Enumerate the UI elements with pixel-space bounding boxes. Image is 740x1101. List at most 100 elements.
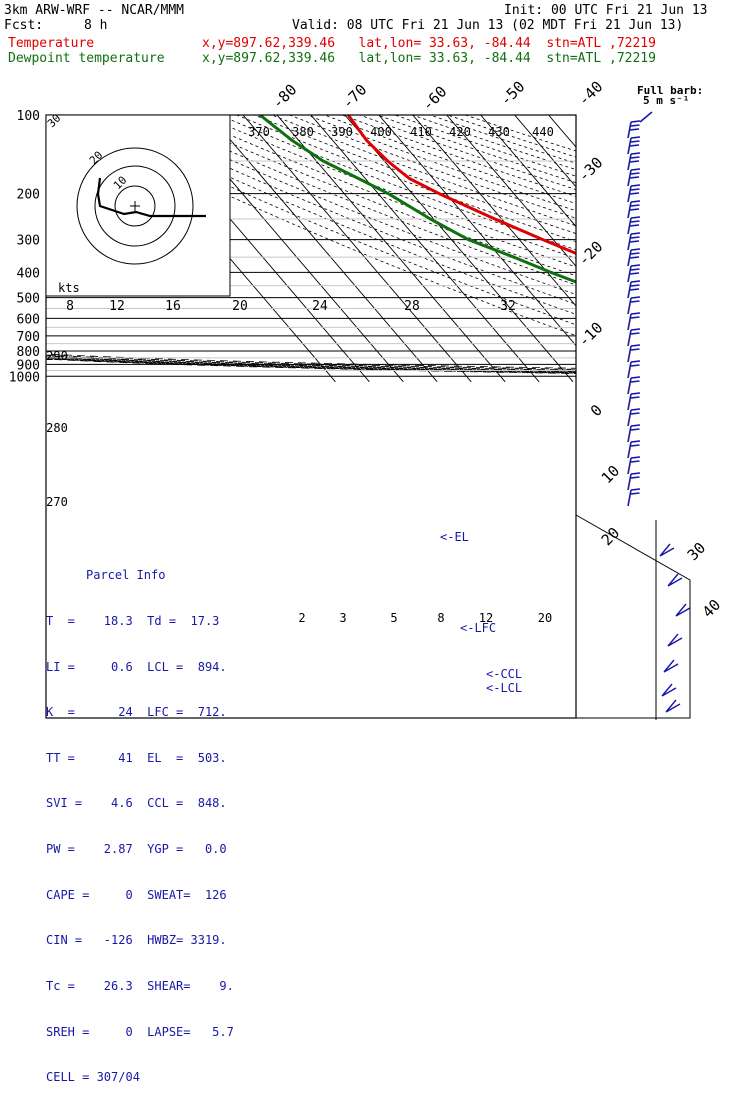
wind-barb-feather [631, 281, 640, 282]
isotherm-line [611, 109, 740, 382]
isotherm-label: -50 [497, 78, 529, 110]
parcel-row: K = 24 LFC = 712. [46, 705, 234, 720]
theta-side-label: 270 [46, 495, 68, 509]
wind-barb [628, 378, 631, 394]
parcel-row: CIN = -126 HWBZ= 3319. [46, 933, 234, 948]
wind-barb [628, 490, 631, 506]
mixing-ratio-line [711, 318, 740, 376]
wind-barb [660, 544, 674, 556]
wind-barb-feather [631, 169, 640, 170]
theta-side-label: 280 [46, 421, 68, 435]
wind-barb-feather [631, 297, 640, 298]
wind-barb [628, 442, 631, 458]
parcel-row: CAPE = 0 SWEAT= 126 [46, 888, 234, 903]
parcel-level-marker: <-CCL [486, 667, 522, 681]
isotherm-label: -40 [575, 78, 607, 110]
pressure-label: 1000 [9, 370, 40, 385]
theta-side-label: 290 [46, 349, 68, 363]
wind-barb-feather [631, 441, 640, 442]
dry-adiabat [342, 115, 740, 382]
mixing-ratio-line [733, 318, 740, 376]
theta-label: 370 [248, 125, 270, 139]
wind-barb-feather [631, 409, 640, 410]
wind-barb-feather [630, 145, 639, 146]
theta-label: 400 [370, 125, 392, 139]
mixing-ratio-label: 5 [390, 611, 397, 625]
wind-barb [666, 700, 680, 712]
dry-adiabat [184, 115, 740, 382]
isotherm-label: -70 [339, 81, 371, 113]
dry-adiabat [149, 115, 740, 382]
full-barb-units: 5 m s⁻¹ [643, 94, 689, 107]
wind-barb-feather [631, 361, 640, 362]
wind-barb-feather [630, 289, 639, 290]
wind-barb-feather [631, 137, 640, 138]
wind-barb-feather [631, 253, 640, 254]
wind-barb-feather [631, 413, 640, 414]
wind-barb [640, 112, 652, 122]
wind-barb-feather [631, 125, 640, 126]
wind-barb [628, 314, 631, 330]
wind-barb-feather [631, 201, 640, 202]
isotherm-label: -20 [575, 238, 607, 270]
wind-column-frame [576, 515, 690, 718]
isotherm-line [713, 109, 740, 382]
wind-barb-feather [631, 349, 640, 350]
dewpoint-trace [260, 115, 740, 376]
theta-label: 420 [449, 125, 471, 139]
wind-barb-feather [631, 329, 640, 330]
wind-barb-feather [631, 221, 640, 222]
wind-barb-feather [631, 377, 640, 378]
theta-label: 430 [488, 125, 510, 139]
wind-barb-feather [630, 177, 639, 178]
isotherm-label: -30 [575, 154, 607, 186]
wind-barb-feather [631, 153, 640, 154]
isotherm-line [679, 109, 740, 382]
wind-barb [668, 574, 682, 586]
wind-barb-feather [631, 217, 640, 218]
parcel-row: T = 18.3 Td = 17.3 [46, 614, 234, 629]
wind-barb [628, 394, 631, 410]
wind-barb-feather [630, 241, 639, 242]
pressure-label: 600 [17, 312, 40, 327]
parcel-info-panel: Parcel Info T = 18.3 Td = 17.3 LI = 0.6 … [46, 538, 234, 730]
wind-barb-feather [631, 269, 640, 270]
wind-barb-feather [631, 185, 640, 186]
speed-tick-label: 32 [500, 299, 516, 314]
isotherm-label: 30 [684, 539, 710, 565]
theta-label: 390 [331, 125, 353, 139]
wind-barb [628, 346, 631, 362]
parcel-row: LI = 0.6 LCL = 894. [46, 660, 234, 675]
dry-adiabat [166, 115, 740, 382]
isotherm-line [510, 109, 740, 382]
isotherm-label: 20 [598, 524, 624, 550]
wind-barb-feather [631, 121, 640, 122]
pressure-label: 300 [17, 234, 40, 249]
dry-adiabat [377, 115, 740, 382]
isotherm-line [374, 109, 607, 382]
theta-label: 410 [410, 125, 432, 139]
wind-barb-feather [631, 477, 640, 478]
isotherm-label: -60 [419, 83, 451, 115]
wind-barb [628, 426, 631, 442]
isotherm-label: -10 [575, 319, 607, 351]
pressure-label: 200 [17, 188, 40, 203]
wind-barb [676, 604, 690, 616]
wind-barb-feather [631, 381, 640, 382]
wind-barb-feather [631, 313, 640, 314]
pressure-label: 400 [17, 266, 40, 281]
isotherm-label: 0 [587, 401, 606, 420]
wind-barb [662, 684, 676, 696]
isotherm-label: 10 [598, 462, 624, 488]
wind-barb-feather [630, 257, 639, 258]
dry-adiabat [272, 115, 740, 382]
parcel-row: Tc = 26.3 SHEAR= 9. [46, 979, 234, 994]
wind-barb-feather [631, 493, 640, 494]
wind-barb [628, 458, 631, 474]
isotherm-line [578, 109, 740, 382]
isotherm-line [645, 109, 740, 382]
parcel-row: SREH = 0 LAPSE= 5.7 [46, 1025, 234, 1040]
parcel-level-marker: <-LCL [486, 681, 522, 695]
wind-barb-feather [631, 489, 640, 490]
wind-barb-feather [631, 205, 640, 206]
